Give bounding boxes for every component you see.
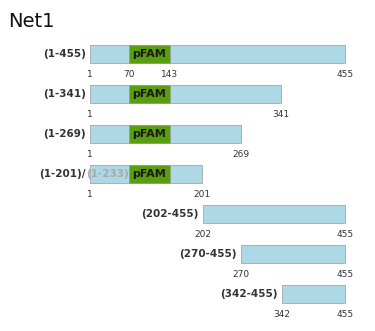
Text: (1-233): (1-233) xyxy=(86,169,129,179)
Text: (270-455): (270-455) xyxy=(180,249,237,259)
Text: pFAM: pFAM xyxy=(132,169,166,179)
Text: (342-455): (342-455) xyxy=(220,289,278,299)
Text: pFAM: pFAM xyxy=(132,49,166,59)
Text: 143: 143 xyxy=(161,70,178,79)
Text: (202-455): (202-455) xyxy=(141,209,199,219)
Text: 202: 202 xyxy=(194,230,211,239)
Text: (1-201)/: (1-201)/ xyxy=(39,169,86,179)
Text: 1: 1 xyxy=(87,150,93,159)
Bar xyxy=(129,165,170,183)
Text: 70: 70 xyxy=(123,70,135,79)
Bar xyxy=(282,285,345,303)
Text: Net1: Net1 xyxy=(8,12,54,31)
Bar xyxy=(241,245,345,263)
Text: 269: 269 xyxy=(232,150,249,159)
Bar xyxy=(203,205,345,223)
Text: 455: 455 xyxy=(336,230,354,239)
Text: 455: 455 xyxy=(336,70,354,79)
Text: 1: 1 xyxy=(87,110,93,119)
Text: 341: 341 xyxy=(272,110,290,119)
Text: (1-269): (1-269) xyxy=(44,129,86,139)
Text: pFAM: pFAM xyxy=(132,129,166,139)
Bar xyxy=(129,45,170,63)
Bar xyxy=(90,45,345,63)
Bar xyxy=(90,125,240,143)
Bar xyxy=(129,125,170,143)
Bar xyxy=(90,165,202,183)
Text: (1-455): (1-455) xyxy=(43,49,86,59)
Text: 455: 455 xyxy=(336,270,354,279)
Text: 455: 455 xyxy=(336,310,354,319)
Bar xyxy=(90,85,281,103)
Bar xyxy=(129,85,170,103)
Text: 270: 270 xyxy=(232,270,250,279)
Text: 342: 342 xyxy=(273,310,290,319)
Text: 1: 1 xyxy=(87,70,93,79)
Text: 201: 201 xyxy=(194,190,211,199)
Text: pFAM: pFAM xyxy=(132,89,166,99)
Text: 1: 1 xyxy=(87,190,93,199)
Text: (1-341): (1-341) xyxy=(43,89,86,99)
